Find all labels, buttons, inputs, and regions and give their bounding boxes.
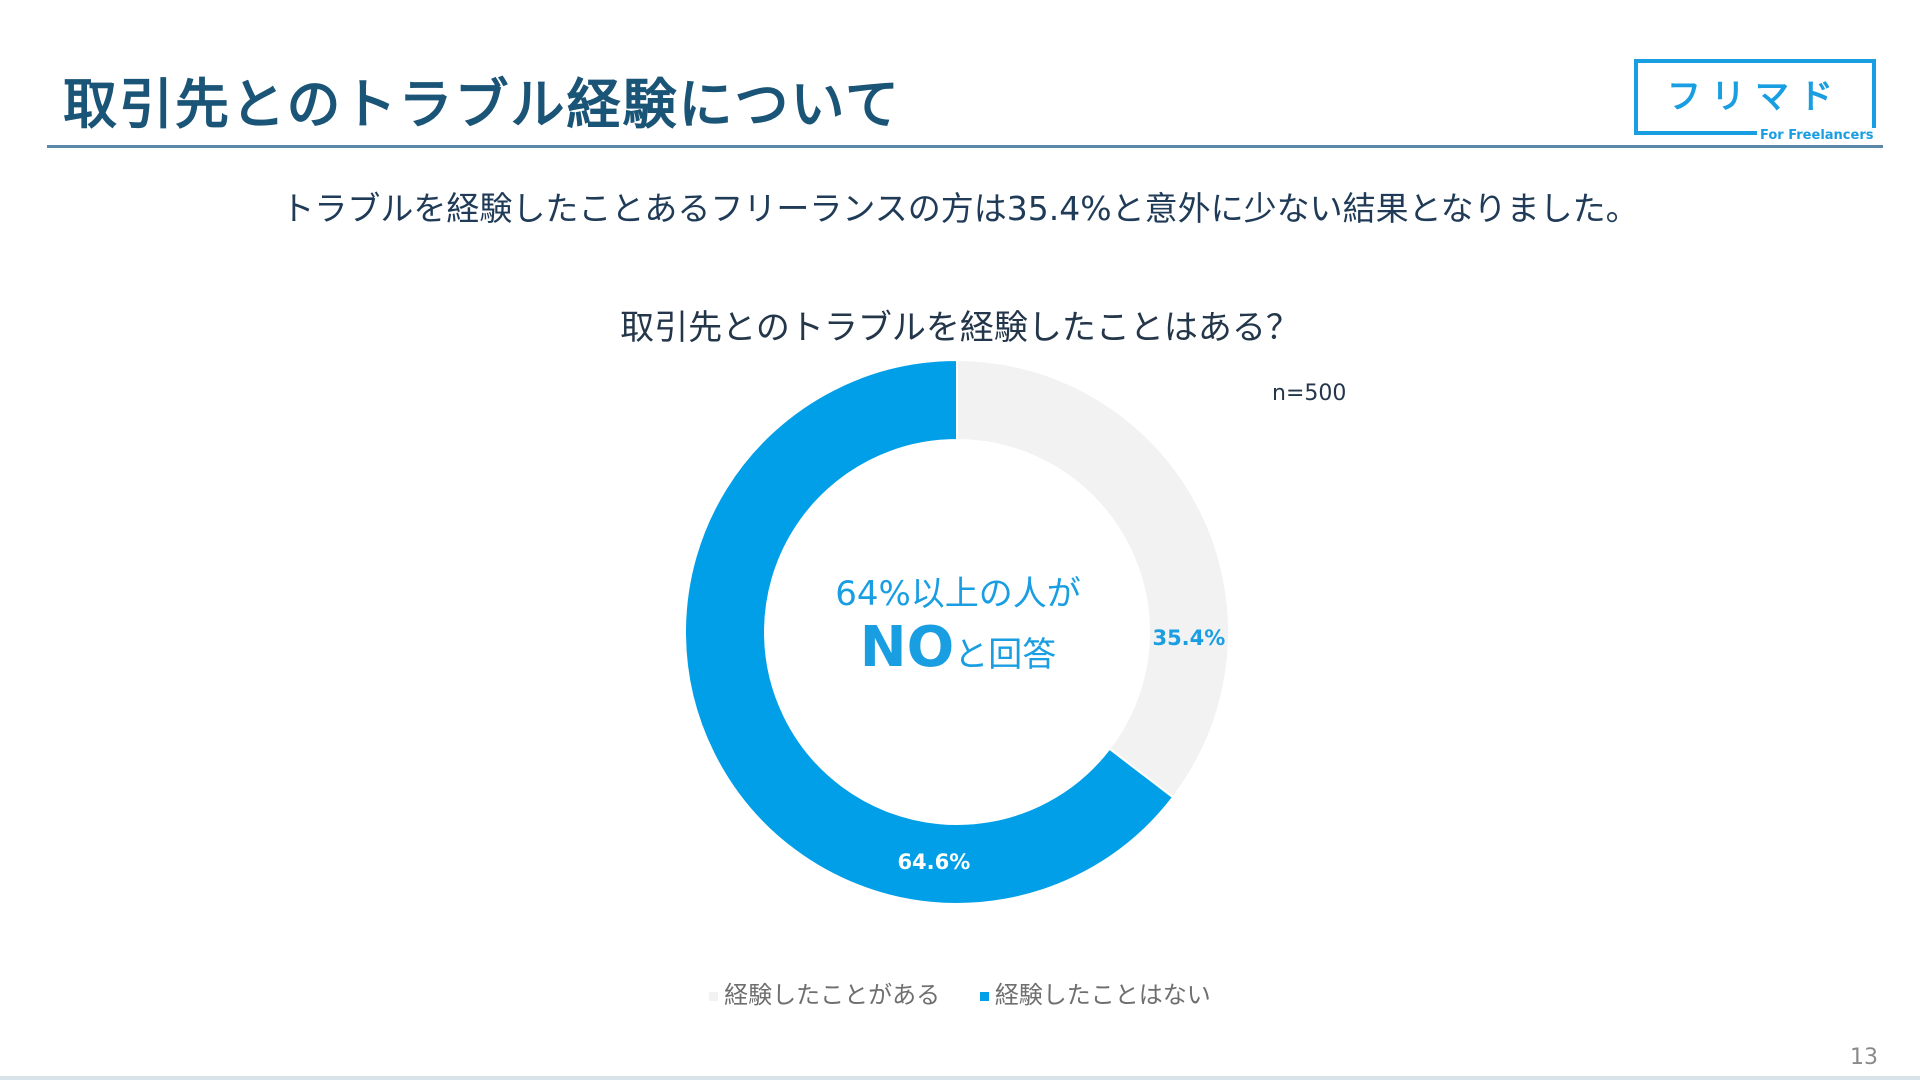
data-label-no: 64.6%	[897, 850, 970, 874]
page-number: 13	[1850, 1045, 1878, 1070]
legend-label-yes: 経験したことがある	[724, 981, 941, 1009]
logo-text: フリマド	[1667, 77, 1843, 117]
center-caption-line2: NOと回答	[758, 615, 1158, 680]
title-divider	[47, 145, 1883, 148]
page-title: 取引先とのトラブル経験について	[63, 73, 901, 136]
legend-item-no: 経験したことはない	[979, 975, 1211, 1010]
legend-swatch-yes	[709, 991, 719, 1001]
legend-swatch-no	[979, 991, 989, 1001]
summary-text: トラブルを経験したことあるフリーランスの方は35.4%と意外に少ない結果となりま…	[281, 189, 1639, 228]
center-caption-answer: と回答	[954, 635, 1057, 675]
legend-item-yes: 経験したことがある	[709, 975, 940, 1010]
donut-slice-yes	[956, 358, 1230, 799]
data-label-yes: 35.4%	[1152, 626, 1225, 650]
chart-legend: 経験したことがある 経験したことはない	[0, 975, 1920, 1010]
logo-subtext: For Freelancers	[1757, 128, 1877, 143]
bottom-bar	[0, 1076, 1920, 1080]
sample-size-note: n=500	[1272, 381, 1347, 406]
brand-logo: フリマド	[1634, 59, 1876, 135]
legend-label-no: 経験したことはない	[994, 981, 1211, 1009]
center-caption-line1: 64%以上の人が	[835, 574, 1081, 614]
center-caption-no: NO	[859, 615, 955, 680]
donut-slice-no	[684, 358, 1175, 905]
chart-title: 取引先とのトラブルを経験したことはある？	[620, 308, 1300, 348]
